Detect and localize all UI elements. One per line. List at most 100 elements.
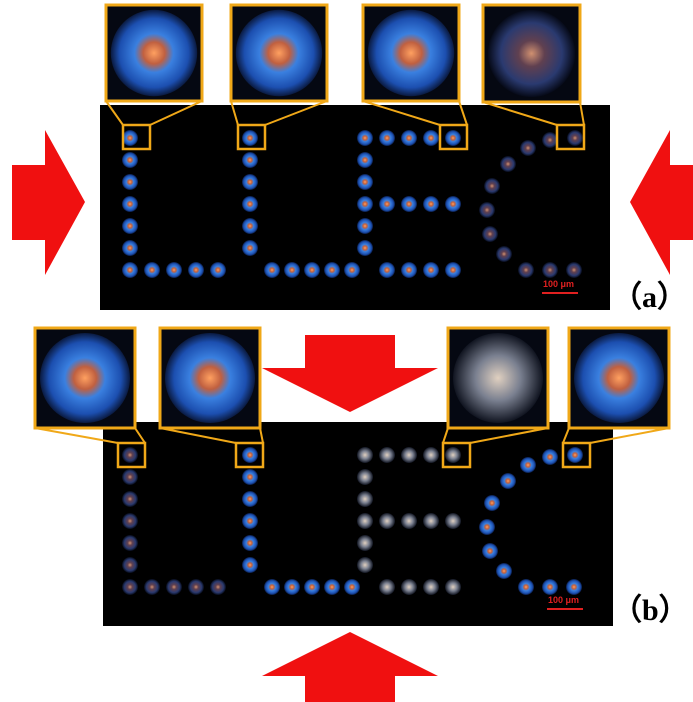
particle xyxy=(496,563,512,579)
particle xyxy=(122,196,138,212)
scale-bar-label: 100 μm xyxy=(543,279,574,289)
particle xyxy=(242,152,258,168)
particle xyxy=(122,174,138,190)
particle xyxy=(401,262,417,278)
particle xyxy=(542,262,558,278)
particle xyxy=(324,579,340,595)
inset-particle xyxy=(111,10,197,96)
particle xyxy=(500,156,516,172)
page: 100 μm 100 μm （a） （b） (() => { const dat… xyxy=(0,0,693,702)
particle xyxy=(166,579,182,595)
particle xyxy=(379,447,395,463)
particle xyxy=(122,262,138,278)
particle xyxy=(284,262,300,278)
particle xyxy=(122,447,138,463)
particle xyxy=(542,449,558,465)
particle xyxy=(264,579,280,595)
particle xyxy=(445,447,461,463)
particle xyxy=(496,246,512,262)
particle xyxy=(122,513,138,529)
particle xyxy=(566,262,582,278)
particle xyxy=(567,130,583,146)
inset-particle xyxy=(488,10,575,97)
inset-particle xyxy=(574,333,664,423)
particle xyxy=(482,226,498,242)
particle xyxy=(401,579,417,595)
particle xyxy=(304,579,320,595)
arrow xyxy=(12,130,85,275)
figure: 100 μm 100 μm （a） （b） xyxy=(0,0,693,702)
particle xyxy=(357,447,373,463)
scale-bar-label: 100 μm xyxy=(548,595,579,605)
particle xyxy=(357,130,373,146)
particle xyxy=(423,130,439,146)
particle xyxy=(242,535,258,551)
particle xyxy=(357,557,373,573)
particle xyxy=(122,579,138,595)
particle xyxy=(423,579,439,595)
particle xyxy=(357,152,373,168)
particle xyxy=(242,240,258,256)
particle xyxy=(423,262,439,278)
particle xyxy=(518,262,534,278)
particle xyxy=(264,262,280,278)
particle xyxy=(479,202,495,218)
particle xyxy=(188,579,204,595)
particle xyxy=(401,130,417,146)
particle xyxy=(379,262,395,278)
particle xyxy=(379,196,395,212)
particle xyxy=(122,130,138,146)
particle xyxy=(423,513,439,529)
particle xyxy=(144,262,160,278)
particle xyxy=(479,519,495,535)
particle xyxy=(357,469,373,485)
particle xyxy=(242,196,258,212)
particle xyxy=(144,579,160,595)
particle xyxy=(344,262,360,278)
particle xyxy=(122,240,138,256)
particle xyxy=(401,196,417,212)
particle xyxy=(357,240,373,256)
particle xyxy=(401,513,417,529)
particle xyxy=(304,262,320,278)
particle xyxy=(357,196,373,212)
particle xyxy=(210,579,226,595)
particle xyxy=(379,130,395,146)
particle xyxy=(242,447,258,463)
arrow xyxy=(630,130,693,275)
particle xyxy=(122,218,138,234)
particle xyxy=(445,513,461,529)
particle xyxy=(542,132,558,148)
particle xyxy=(242,557,258,573)
particle xyxy=(122,557,138,573)
particle xyxy=(122,469,138,485)
particle xyxy=(445,579,461,595)
particle xyxy=(242,130,258,146)
particle xyxy=(520,140,536,156)
particle xyxy=(357,535,373,551)
particle xyxy=(379,579,395,595)
particle xyxy=(357,174,373,190)
particle xyxy=(567,447,583,463)
inset-particle xyxy=(453,333,543,423)
particle xyxy=(445,196,461,212)
particle xyxy=(122,535,138,551)
particle xyxy=(500,473,516,489)
particle xyxy=(242,513,258,529)
particle xyxy=(284,579,300,595)
particle xyxy=(542,579,558,595)
particle xyxy=(344,579,360,595)
inset-particle xyxy=(165,333,255,423)
particle xyxy=(379,513,395,529)
particle xyxy=(566,579,582,595)
inset-particle xyxy=(368,10,454,96)
panel-image xyxy=(100,105,610,310)
particle xyxy=(242,174,258,190)
particle xyxy=(401,447,417,463)
panel-label: （b） xyxy=(612,593,689,627)
particle xyxy=(520,457,536,473)
particle xyxy=(484,178,500,194)
particle xyxy=(482,543,498,559)
inset-particle xyxy=(40,333,130,423)
particle xyxy=(445,130,461,146)
